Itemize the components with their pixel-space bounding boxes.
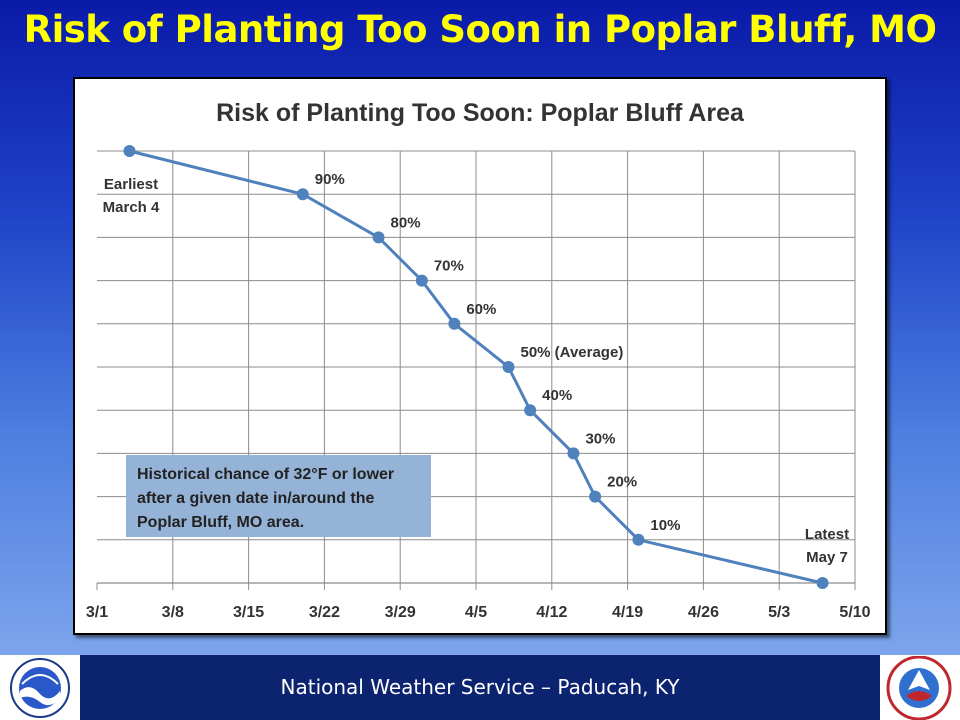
data-labels: 90% 80% 70% 60% 50% (Average) 40% 30% 20% 10%	[315, 171, 681, 534]
x-tick-label: 3/1	[86, 604, 108, 621]
data-point	[524, 404, 537, 417]
data-label: 40%	[542, 387, 572, 404]
note-box: Historical chance of 32°F or lower after…	[126, 455, 431, 537]
data-point	[567, 447, 580, 460]
data-point	[632, 533, 645, 546]
footer-band	[80, 655, 880, 720]
latest-label-line-2: May 7	[806, 549, 848, 566]
data-label: 70%	[434, 258, 464, 275]
note-line-2: after a given date in/around the	[137, 490, 374, 507]
line-chart: 3/1 3/8 3/15 3/22 3/29 4/5 4/12 4/19 4/26 5/3 5/10…	[86, 99, 871, 621]
series-risk	[123, 145, 829, 589]
latest-label-line-1: Latest	[805, 526, 849, 543]
earliest-label-line-1: Earliest	[104, 176, 158, 193]
data-point	[372, 231, 385, 244]
noaa-logo-icon	[10, 658, 70, 718]
data-point	[448, 317, 461, 330]
data-label: 50% (Average)	[520, 344, 623, 361]
data-label: 10%	[650, 517, 680, 534]
data-label: 60%	[466, 301, 496, 318]
note-line-1: Historical chance of 32°F or lower	[137, 466, 394, 483]
footer-text: National Weather Service – Paducah, KY	[280, 675, 680, 699]
data-label: 80%	[391, 214, 421, 231]
data-point	[502, 361, 515, 373]
data-point	[296, 188, 309, 201]
x-tick-label: 3/29	[385, 604, 416, 621]
x-tick-label: 4/19	[612, 604, 643, 621]
chart-title: Risk of Planting Too Soon: Poplar Bluff …	[216, 99, 745, 127]
footer: National Weather Service – Paducah, KY	[0, 655, 960, 720]
data-point	[816, 577, 829, 589]
x-tick-label: 5/10	[839, 604, 870, 621]
nws-logo-icon	[886, 656, 952, 720]
x-axis: 3/1 3/8 3/15 3/22 3/29 4/5 4/12 4/19 4/26 5/3 5/10	[86, 582, 871, 621]
data-label: 20%	[607, 474, 637, 491]
latest-annotation: Latest May 7	[805, 526, 849, 566]
x-tick-label: 4/26	[688, 604, 719, 621]
x-tick-label: 3/8	[162, 604, 184, 621]
note-line-3: Poplar Bluff, MO area.	[137, 514, 304, 531]
slide-title: Risk of Planting Too Soon in Poplar Bluf…	[23, 8, 937, 51]
data-point	[415, 274, 428, 287]
data-label: 30%	[585, 430, 615, 447]
x-tick-label: 4/12	[536, 604, 567, 621]
earliest-label-line-2: March 4	[103, 199, 160, 216]
x-tick-label: 3/22	[309, 604, 340, 621]
x-tick-label: 5/3	[768, 604, 790, 621]
x-tick-label: 3/15	[233, 604, 264, 621]
x-tick-label: 4/5	[465, 604, 487, 621]
data-point	[123, 145, 136, 157]
data-point	[589, 490, 602, 503]
data-label: 90%	[315, 171, 345, 188]
chart-panel: 3/1 3/8 3/15 3/22 3/29 4/5 4/12 4/19 4/26 5/3 5/10…	[73, 77, 887, 635]
earliest-annotation: Earliest March 4	[103, 176, 160, 216]
